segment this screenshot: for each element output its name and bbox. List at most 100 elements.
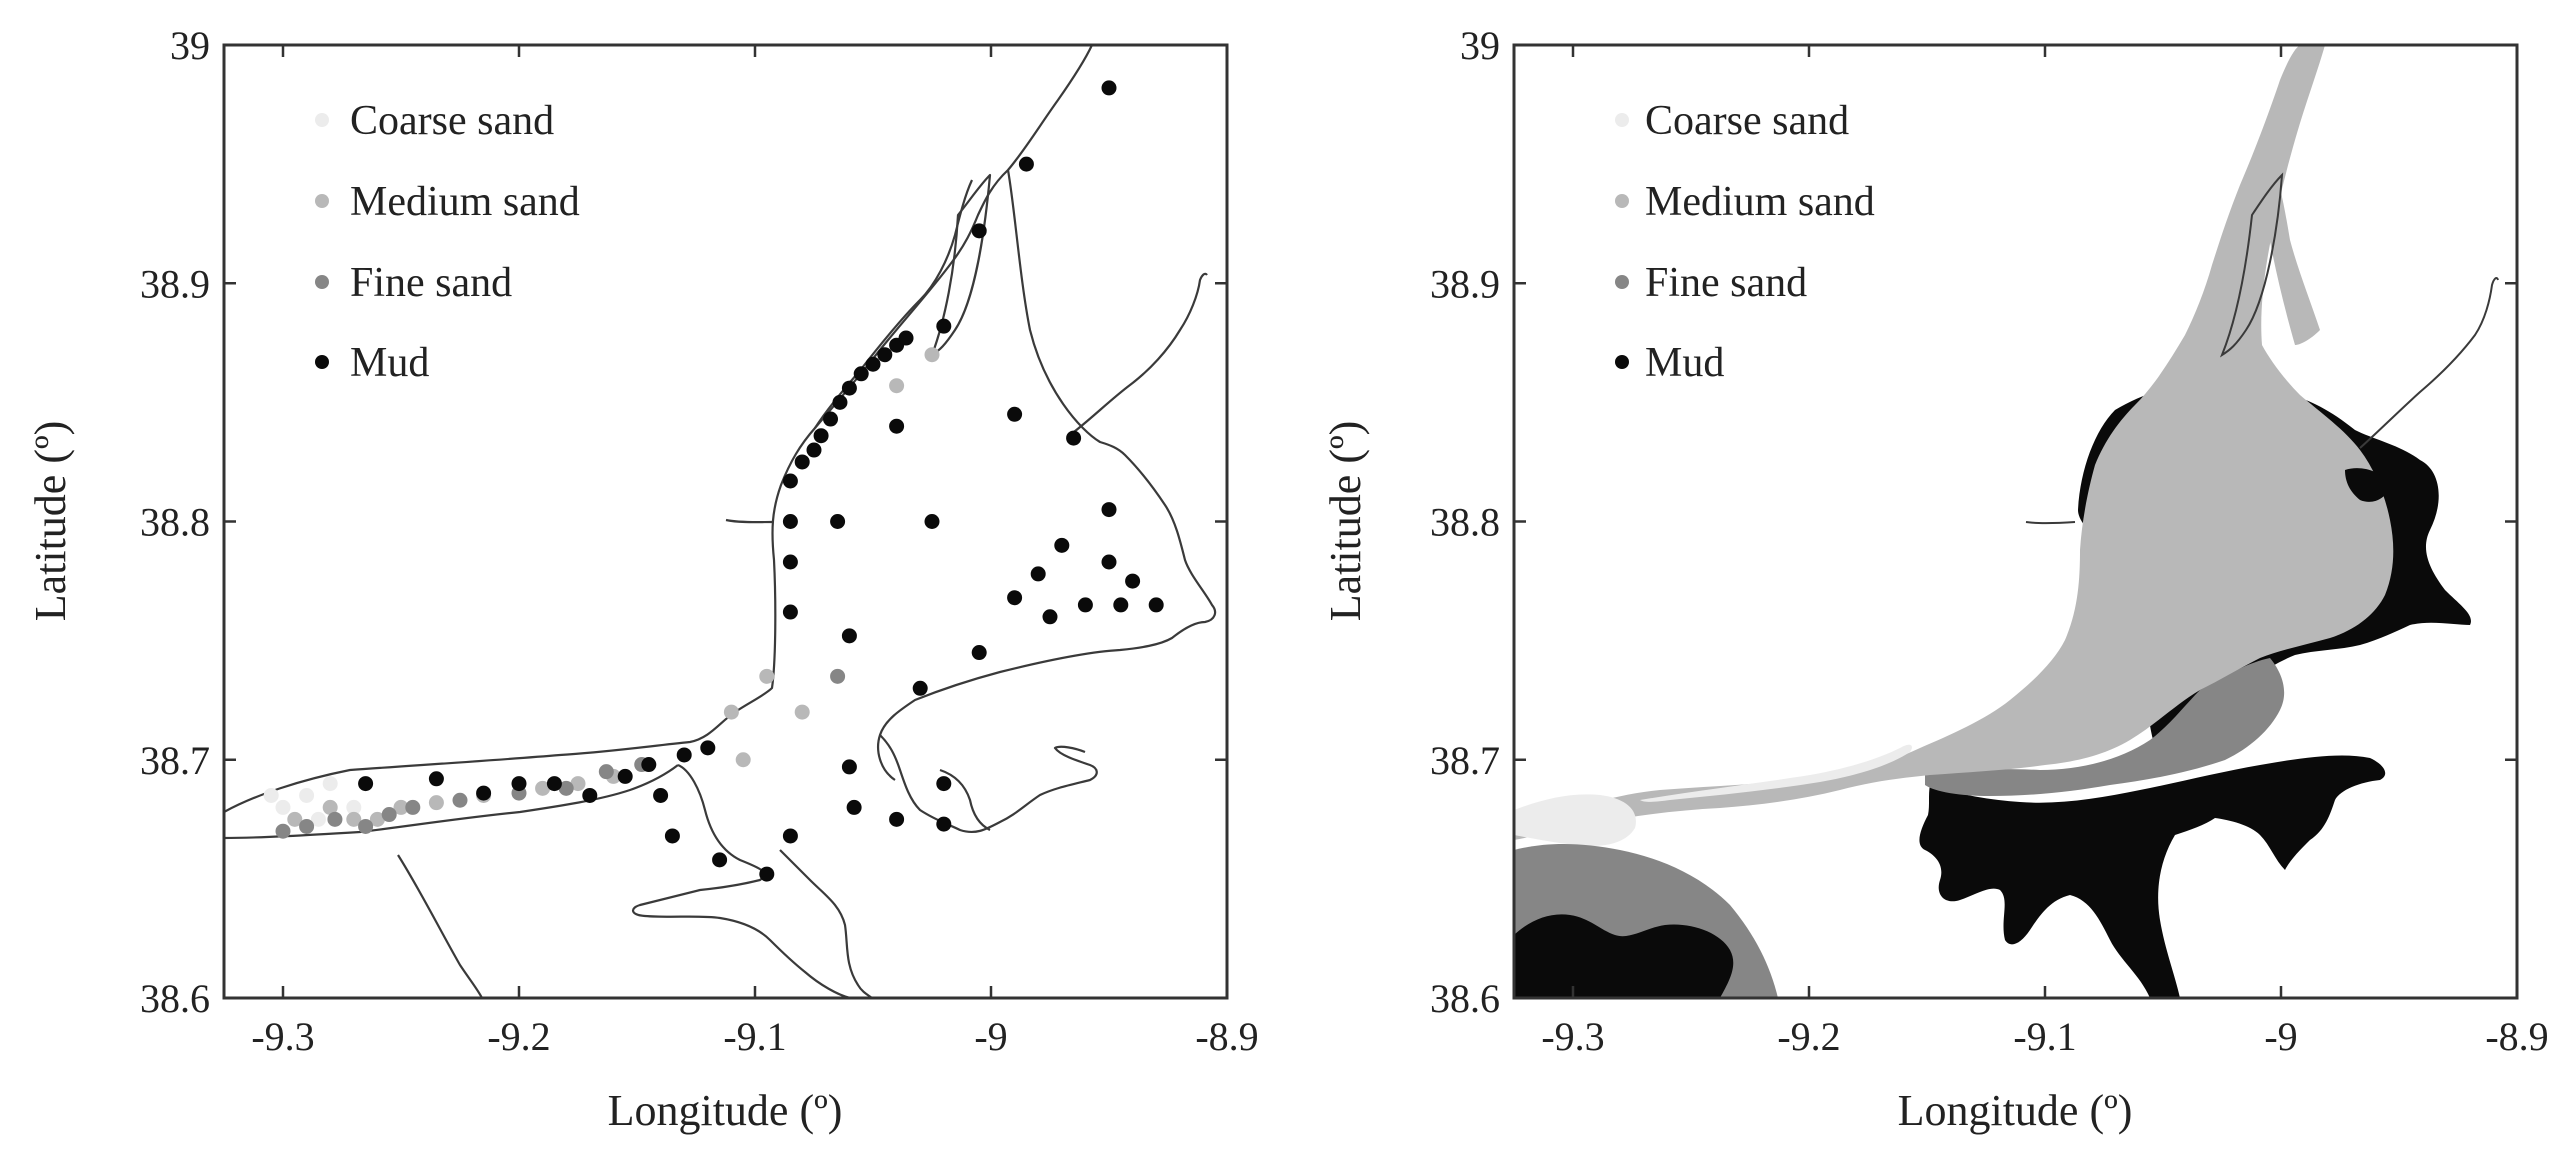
sample-point-medium — [535, 780, 551, 796]
sample-point-medium — [393, 799, 409, 815]
sample-point-fine — [327, 811, 343, 827]
sample-point-mud — [1042, 609, 1058, 625]
y-tick-label: 39 — [1460, 23, 1500, 68]
sample-point-medium — [889, 378, 905, 394]
left-y-axis-title: Latitude (º) — [26, 421, 75, 622]
sample-point-coarse — [310, 811, 326, 827]
right-west-spur-line — [2025, 521, 2076, 525]
left-coastline — [224, 45, 1217, 998]
legend-coarse-marker — [315, 113, 329, 127]
sample-point-mud — [653, 787, 669, 803]
sample-point-medium — [759, 668, 775, 684]
sample-point-mud — [924, 514, 940, 529]
y-tick-label: 39 — [170, 23, 210, 68]
x-tick-label: -9 — [974, 1014, 1007, 1059]
sample-point-mud — [1077, 597, 1093, 613]
right-east-tributary-line — [2359, 276, 2499, 449]
y-tick-label: 38.8 — [140, 500, 210, 545]
legend-mud-marker — [1615, 355, 1629, 369]
sample-point-mud — [664, 828, 680, 844]
sample-point-mud — [1054, 537, 1070, 553]
sample-point-medium — [794, 704, 810, 720]
x-tick-label: -9.1 — [723, 1014, 786, 1059]
sample-point-mud — [1007, 590, 1023, 606]
sample-point-fine — [452, 792, 468, 808]
southwest-coast-line — [397, 854, 483, 998]
sample-point-mud — [841, 380, 857, 396]
area-mud-east-inlet — [2345, 468, 2392, 502]
sample-point-medium — [369, 811, 385, 827]
x-tick-label: -9 — [2264, 1014, 2297, 1059]
sample-point-medium — [287, 811, 303, 827]
sample-point-mud — [898, 330, 914, 346]
montijo-inlet-line — [939, 768, 991, 831]
legend-fine-marker — [1615, 275, 1629, 289]
legend-coarse-label: Coarse sand — [350, 98, 554, 144]
sample-point-coarse — [322, 776, 338, 792]
right-legend: Coarse sand Medium sand Fine sand Mud — [1615, 98, 1875, 386]
sample-point-mud — [813, 428, 829, 444]
sample-point-mud — [846, 799, 862, 815]
legend-coarse-label: Coarse sand — [1645, 98, 1849, 144]
area-coarse-strip — [1640, 744, 1912, 802]
sample-point-mud — [617, 768, 633, 784]
sample-point-fine — [381, 807, 397, 823]
area-medium-north-channel — [2265, 160, 2320, 345]
sample-point-medium — [570, 776, 586, 792]
legend-medium-label: Medium sand — [1645, 179, 1875, 225]
legend-medium-label: Medium sand — [350, 179, 580, 225]
sample-point-mud — [1030, 566, 1046, 582]
west-spur-line — [725, 518, 773, 524]
sample-point-mud — [830, 514, 846, 529]
right-coastline — [2025, 172, 2499, 525]
sample-point-fine — [358, 818, 374, 834]
sample-point-coarse — [263, 787, 279, 803]
y-tick-label: 38.9 — [140, 261, 210, 306]
south-bank-line — [224, 764, 679, 840]
legend-fine-label: Fine sand — [350, 260, 512, 306]
sample-point-mud — [1113, 597, 1129, 613]
montijo-creek-line — [879, 734, 1098, 834]
sample-point-mud — [782, 473, 798, 489]
x-tick-label: -9.2 — [1777, 1014, 1840, 1059]
sample-point-mud — [841, 759, 857, 775]
sample-point-mud — [1101, 502, 1117, 518]
sample-point-coarse — [275, 799, 291, 815]
sample-point-fine — [598, 764, 614, 780]
area-coarse-west — [1514, 794, 1636, 847]
sample-point-mud — [476, 785, 492, 801]
area-mud-offshore — [1514, 914, 1734, 998]
sample-point-mud — [971, 645, 987, 661]
sample-point-mud — [1101, 80, 1117, 96]
sample-point-mud — [712, 852, 728, 868]
north-bank-line — [224, 45, 1093, 813]
sample-point-mud — [971, 223, 987, 239]
sample-point-mud — [511, 776, 527, 792]
y-tick-label: 38.9 — [1430, 261, 1500, 306]
legend-mud-label: Mud — [350, 340, 429, 386]
legend-mud-marker — [315, 355, 329, 369]
sample-point-fine — [275, 823, 291, 839]
sample-point-mud — [582, 787, 598, 803]
east-tributary-line — [1069, 272, 1208, 436]
sample-point-mud — [865, 356, 881, 372]
sample-point-coarse — [346, 799, 362, 815]
sample-point-mud — [936, 318, 952, 334]
right-axis-ticks: -9.3 -9.2 -9.1 -9 -8.9 38.6 38.7 38.8 38.9 39 — [1430, 23, 2549, 1059]
area-mud-south — [1919, 755, 2386, 998]
sample-point-fine — [830, 668, 846, 684]
sample-point-mud — [700, 740, 716, 756]
north-channel-island-line — [930, 173, 992, 357]
area-fine-central — [1925, 658, 2285, 796]
y-tick-label: 38.8 — [1430, 500, 1500, 545]
sample-point-mud — [782, 514, 798, 529]
x-tick-label: -8.9 — [1195, 1014, 1258, 1059]
sample-point-mud — [358, 776, 374, 792]
right-map-area — [1514, 45, 2499, 998]
sample-point-fine — [299, 818, 315, 834]
left-legend: Coarse sand Medium sand Fine sand Mud — [315, 98, 580, 386]
x-tick-label: -9.3 — [1541, 1014, 1604, 1059]
sample-point-medium — [735, 752, 751, 768]
sample-point-mud — [936, 776, 952, 792]
